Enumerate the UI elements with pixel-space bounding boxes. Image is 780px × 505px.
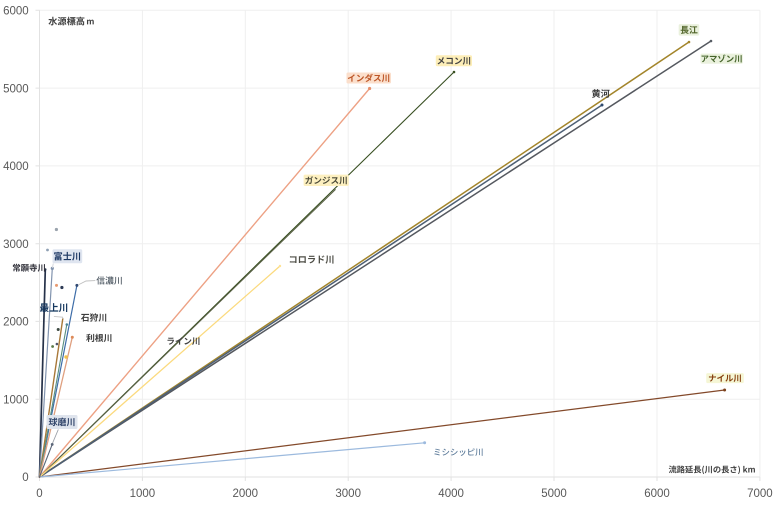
svg-text:2000: 2000 xyxy=(3,317,29,329)
svg-text:6000: 6000 xyxy=(644,488,670,500)
svg-text:3000: 3000 xyxy=(335,488,361,500)
svg-text:1000: 1000 xyxy=(130,488,156,500)
svg-text:5000: 5000 xyxy=(541,488,567,500)
svg-text:3000: 3000 xyxy=(3,239,29,251)
svg-text:0: 0 xyxy=(22,472,28,484)
svg-text:6000: 6000 xyxy=(3,6,29,18)
svg-text:1000: 1000 xyxy=(3,394,29,406)
svg-text:4000: 4000 xyxy=(438,488,464,500)
svg-text:0: 0 xyxy=(36,488,42,500)
svg-text:7000: 7000 xyxy=(747,488,773,500)
svg-text:5000: 5000 xyxy=(3,83,29,95)
svg-text:4000: 4000 xyxy=(3,161,29,173)
svg-text:2000: 2000 xyxy=(233,488,259,500)
